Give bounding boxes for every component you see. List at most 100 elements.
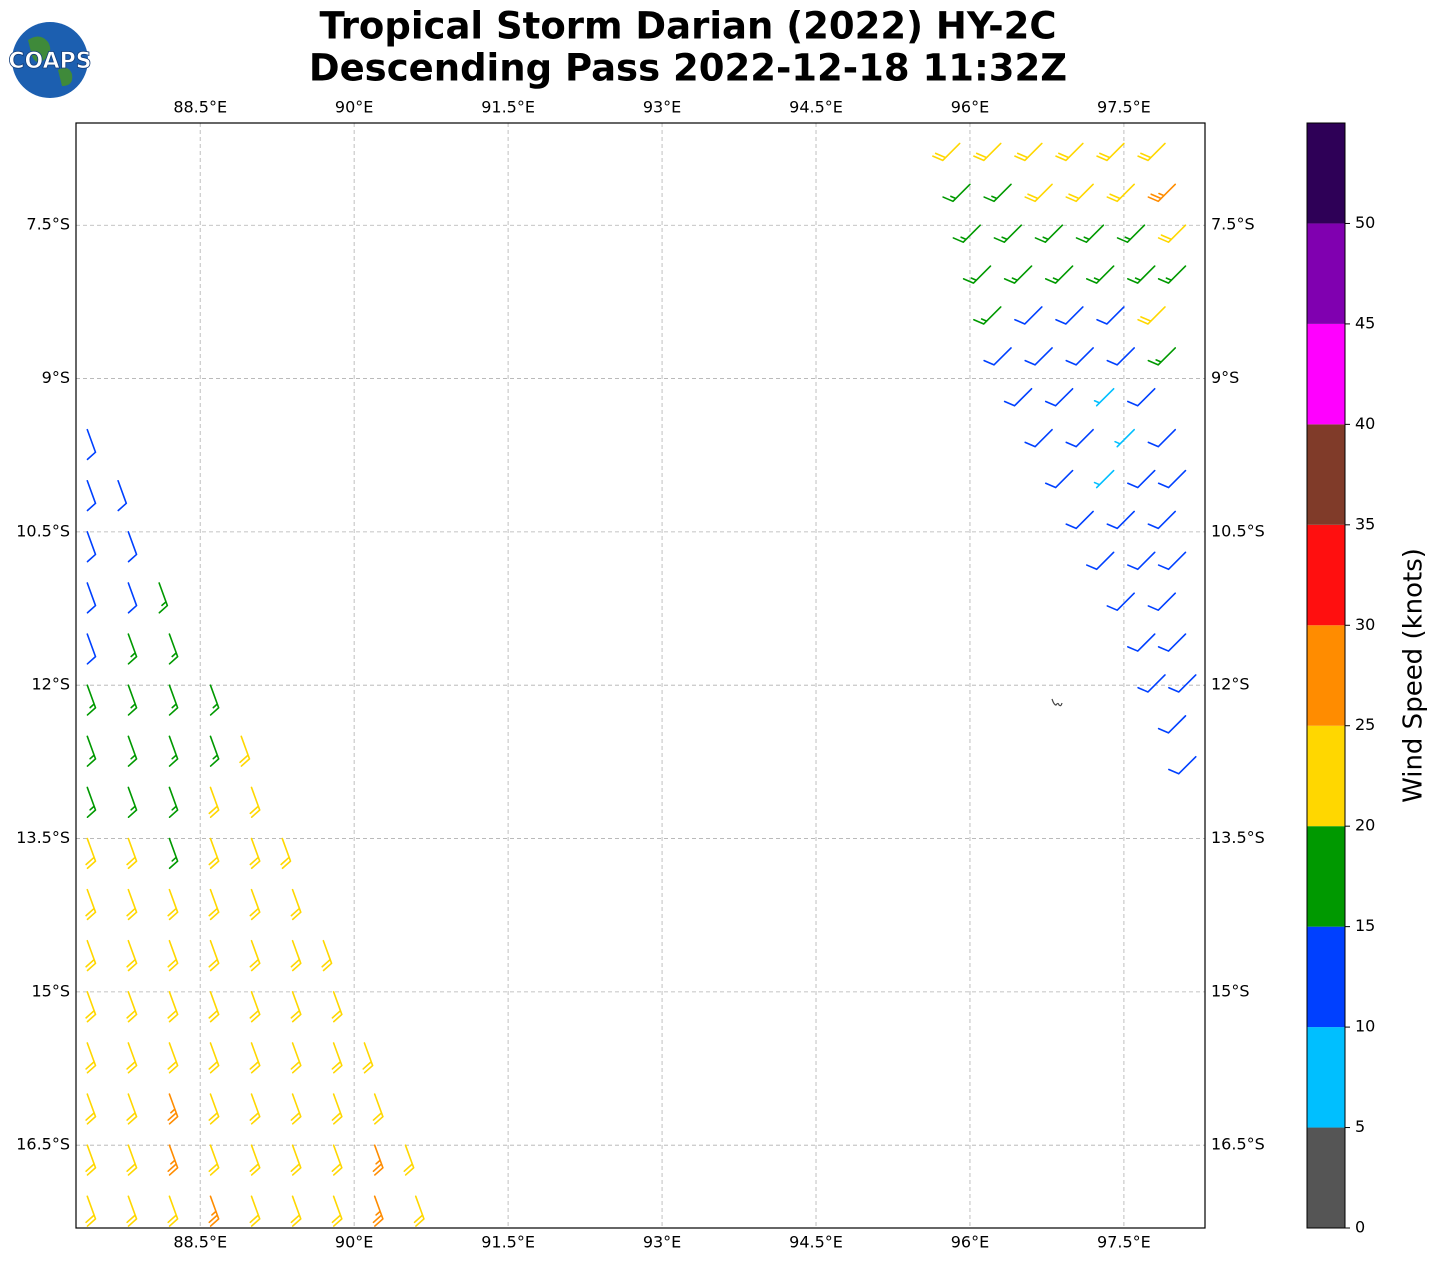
wind-barb xyxy=(331,991,343,1023)
wind-barb xyxy=(208,1093,220,1125)
colorbar-tick-label: 35 xyxy=(1355,514,1375,533)
wind-barb xyxy=(1003,265,1033,284)
colorbar-tick-label: 10 xyxy=(1355,1017,1375,1036)
colorbar-segment xyxy=(1307,625,1345,726)
wind-barb xyxy=(126,1195,138,1227)
wind-barb xyxy=(1157,715,1187,734)
wind-barb xyxy=(1093,387,1115,407)
wind-barb xyxy=(239,735,251,767)
wind-barb xyxy=(290,939,302,972)
wind-barb xyxy=(1085,551,1115,571)
colorbar-segment xyxy=(1307,1127,1345,1228)
wind-barb xyxy=(290,888,302,921)
wind-barb xyxy=(403,1144,415,1176)
wind-barb xyxy=(167,1093,179,1125)
wind-barb xyxy=(158,582,169,614)
wind-barb xyxy=(1106,510,1135,530)
wind-barb xyxy=(167,1144,179,1176)
wind-barb xyxy=(126,991,138,1023)
x-tick-label: 94.5°E xyxy=(789,98,843,117)
wind-barb xyxy=(167,991,179,1023)
wind-barb xyxy=(249,888,261,921)
wind-barb xyxy=(973,306,1002,325)
x-tick-label: 90°E xyxy=(335,98,373,117)
wind-barb xyxy=(331,1195,343,1227)
wind-barb xyxy=(127,582,138,614)
wind-barb xyxy=(86,735,97,767)
wind-barb xyxy=(86,479,97,512)
y-tick-label: 12°S xyxy=(31,675,70,694)
wind-barb xyxy=(209,684,220,716)
x-tick-label: 93°E xyxy=(643,1233,681,1252)
wind-barb xyxy=(167,939,179,972)
wind-barb xyxy=(1065,510,1094,530)
wind-barb xyxy=(85,991,97,1023)
wind-barb xyxy=(1065,347,1094,366)
y-tick-label: 12°S xyxy=(1211,675,1250,694)
wind-barb xyxy=(127,684,138,716)
x-tick-label: 93°E xyxy=(643,98,681,117)
wind-barb xyxy=(1157,633,1187,652)
wind-barb xyxy=(167,888,179,921)
wind-barb xyxy=(1044,265,1074,284)
wind-barb xyxy=(117,479,128,512)
wind-barb xyxy=(1055,142,1084,162)
wind-barb xyxy=(126,888,138,921)
colorbar-tick-label: 15 xyxy=(1355,916,1375,935)
wind-barb xyxy=(1093,469,1115,489)
colorbar-segment xyxy=(1307,725,1345,827)
wind-barb xyxy=(208,888,220,921)
x-tick-label: 96°E xyxy=(951,98,989,117)
wind-barb xyxy=(168,633,179,665)
x-tick-label: 96°E xyxy=(951,1233,989,1252)
wind-barb xyxy=(86,633,97,665)
y-tick-label: 10.5°S xyxy=(1211,521,1265,540)
colorbar-tick-label: 30 xyxy=(1355,615,1375,634)
y-tick-label: 16.5°S xyxy=(1211,1135,1265,1154)
wind-barb xyxy=(86,684,97,716)
wind-barb xyxy=(85,1093,97,1125)
x-tick-label: 88.5°E xyxy=(173,1233,227,1252)
wind-barb xyxy=(1075,224,1105,243)
wind-barb xyxy=(249,1042,261,1074)
wind-barb xyxy=(1137,142,1166,162)
colorbar-tick-label: 5 xyxy=(1355,1117,1365,1136)
wind-barb xyxy=(1065,428,1094,448)
colorbar: 0 5 10 15 20 25 30 35 40 45 50 Wind Speed (knots) xyxy=(1306,122,1429,1237)
wind-barb xyxy=(1014,142,1043,162)
x-tick-label: 90°E xyxy=(335,1233,373,1252)
wind-barb xyxy=(249,939,261,972)
colorbar-segment xyxy=(1307,1027,1345,1128)
wind-barb xyxy=(85,1195,97,1227)
x-tick-label: 91.5°E xyxy=(481,1233,535,1252)
wind-barb xyxy=(280,837,292,870)
wind-barb xyxy=(126,1144,138,1176)
wind-barb xyxy=(1127,551,1156,571)
wind-barb xyxy=(372,1144,384,1176)
colorbar-segment xyxy=(1307,323,1345,425)
wind-barb xyxy=(209,735,220,767)
wind-barb xyxy=(85,888,97,921)
wind-barb xyxy=(126,939,138,972)
wind-barb xyxy=(1127,387,1156,407)
wind-barb xyxy=(1024,183,1053,203)
wind-barb xyxy=(290,1195,302,1227)
y-tick-label: 7.5°S xyxy=(26,215,70,234)
wind-barb xyxy=(249,1144,261,1176)
wind-barb xyxy=(1114,428,1135,448)
wind-barb xyxy=(1034,224,1064,243)
colorbar-frame xyxy=(1306,122,1346,1229)
wind-barb xyxy=(85,939,97,972)
wind-barb xyxy=(1147,428,1177,448)
wind-barb xyxy=(1147,592,1177,611)
wind-barb xyxy=(372,1195,384,1227)
wind-barb xyxy=(1065,183,1094,203)
colorbar-tick-label: 40 xyxy=(1355,414,1375,433)
wind-barb xyxy=(983,183,1012,203)
logo-land xyxy=(28,36,73,86)
wind-barb xyxy=(1106,347,1135,366)
wind-barb xyxy=(290,991,302,1023)
wind-barb xyxy=(1003,387,1033,407)
wind-barb xyxy=(321,939,333,972)
